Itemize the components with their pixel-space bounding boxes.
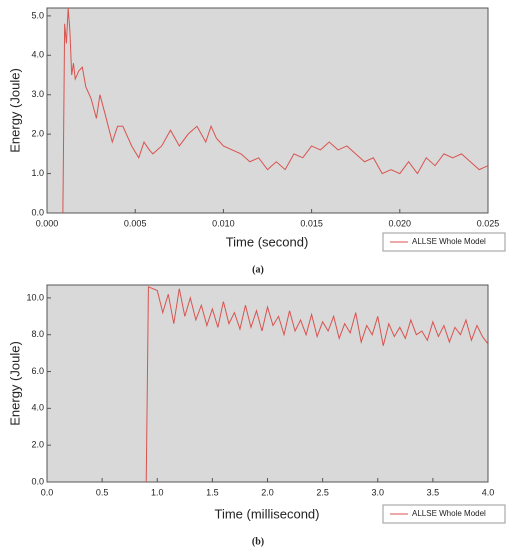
x-tick-label: 0.010 (212, 218, 235, 228)
y-tick-label: 8.0 (31, 329, 44, 339)
legend-label: ALLSE Whole Model (412, 237, 486, 246)
caption: (a) (252, 264, 264, 275)
y-tick-label: 4.0 (31, 50, 44, 60)
y-tick-label: 6.0 (31, 366, 44, 376)
y-tick-label: 2.0 (31, 129, 44, 139)
x-tick-label: 0.020 (389, 218, 412, 228)
x-axis-label: Time (millisecond) (215, 506, 320, 521)
plot-area (46, 7, 489, 214)
x-tick-label: 2.0 (261, 487, 274, 497)
y-tick-label: 3.0 (31, 89, 44, 99)
legend-box (382, 232, 506, 252)
y-tick-label: 10.0 (26, 292, 44, 302)
plot-area (46, 284, 489, 483)
x-tick-label: 0.025 (477, 218, 500, 228)
caption: (b) (252, 536, 264, 547)
y-tick-label: 4.0 (31, 403, 44, 413)
y-tick-label: 5.0 (31, 10, 44, 20)
x-tick-label: 2.5 (316, 487, 329, 497)
x-tick-label: 4.0 (482, 487, 495, 497)
x-tick-label: 0.0 (41, 487, 54, 497)
y-axis-label: Energy (Joule) (7, 341, 22, 426)
legend-label: ALLSE Whole Model (412, 509, 486, 518)
x-tick-label: 1.0 (151, 487, 164, 497)
x-tick-label: 1.5 (206, 487, 219, 497)
y-axis-label: Energy (Joule) (7, 68, 22, 153)
x-tick-label: 3.0 (371, 487, 384, 497)
legend-box (382, 504, 506, 524)
y-tick-label: 1.0 (31, 168, 44, 178)
x-axis-label: Time (second) (226, 234, 309, 249)
y-tick-label: 2.0 (31, 440, 44, 450)
y-tick-label: 0.0 (31, 207, 44, 217)
x-tick-label: 3.5 (427, 487, 440, 497)
x-tick-label: 0.000 (36, 218, 59, 228)
x-tick-label: 0.005 (124, 218, 147, 228)
x-tick-label: 0.015 (300, 218, 323, 228)
y-tick-label: 0.0 (31, 476, 44, 486)
x-tick-label: 0.5 (96, 487, 109, 497)
data-line (62, 7, 489, 214)
data-line (145, 286, 489, 483)
